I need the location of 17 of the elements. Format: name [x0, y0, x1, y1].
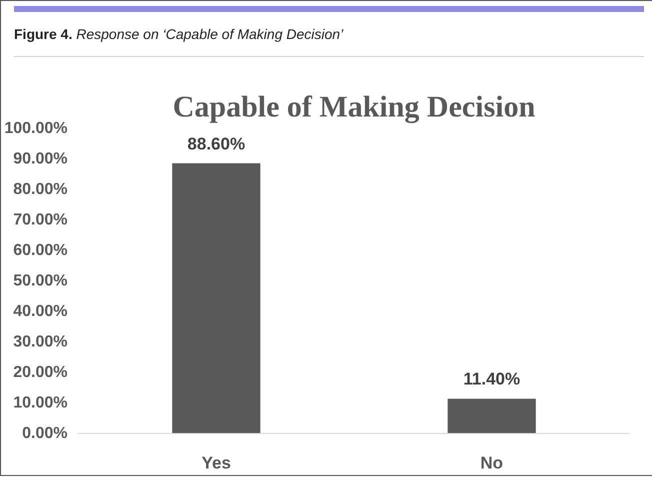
x-tick-label: Yes	[202, 454, 231, 472]
y-tick-label: 70.00%	[13, 212, 68, 228]
data-label: 88.60%	[187, 134, 246, 154]
y-tick-label: 10.00%	[13, 394, 68, 412]
y-tick-label: 20.00%	[13, 364, 68, 381]
y-tick-label: 90.00%	[13, 150, 68, 168]
y-tick-label: 100.00%	[4, 120, 68, 137]
y-tick-label: 80.00%	[13, 181, 68, 198]
x-tick-label: No	[480, 454, 504, 472]
y-tick-label: 40.00%	[13, 303, 68, 320]
chart-title: Capable of Making Decision	[172, 90, 536, 124]
caption: Figure 4. Response on ‘Capable of Making Decision’	[14, 26, 344, 42]
y-tick-label: 0.00%	[22, 425, 68, 442]
y-tick-label: 50.00%	[13, 272, 68, 290]
data-label: 11.40%	[463, 370, 520, 389]
y-tick-label: 60.00%	[13, 242, 68, 259]
y-tick-label: 30.00%	[13, 334, 68, 350]
